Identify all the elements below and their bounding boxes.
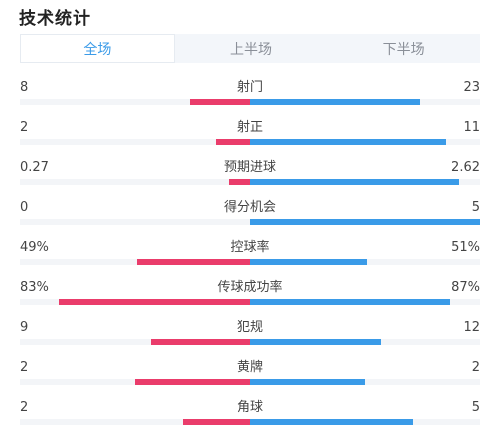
away-bar bbox=[250, 259, 368, 265]
home-bar-track bbox=[20, 99, 250, 105]
away-bar-track bbox=[250, 259, 480, 265]
home-bar bbox=[215, 139, 250, 145]
stat-row: 2 射正 11 bbox=[20, 113, 480, 153]
home-bar bbox=[137, 259, 250, 265]
away-bar bbox=[250, 99, 421, 105]
home-bar-track bbox=[20, 139, 250, 145]
home-bar-track bbox=[20, 419, 250, 425]
home-value: 8 bbox=[20, 80, 29, 95]
away-value: 51% bbox=[451, 240, 480, 255]
home-value: 2 bbox=[20, 120, 29, 135]
stat-row: 8 射门 23 bbox=[20, 73, 480, 113]
stat-label: 黄牌 bbox=[236, 360, 263, 375]
stat-row: 0.27 预期进球 2.62 bbox=[20, 153, 480, 193]
stat-label: 射门 bbox=[236, 80, 263, 95]
away-bar-track bbox=[250, 299, 480, 305]
away-bar bbox=[250, 339, 382, 345]
stat-row: 2 黄牌 2 bbox=[20, 353, 480, 393]
away-value: 87% bbox=[451, 280, 480, 295]
home-bar-track bbox=[20, 339, 250, 345]
stat-label: 得分机会 bbox=[223, 200, 276, 215]
stat-label: 控球率 bbox=[230, 240, 270, 255]
tab-second-half[interactable]: 下半场 bbox=[382, 41, 425, 58]
stat-row: 0 得分机会 5 bbox=[20, 193, 480, 233]
home-value: 0.27 bbox=[20, 160, 49, 175]
home-bar bbox=[151, 339, 250, 345]
away-bar bbox=[250, 419, 414, 425]
home-value: 2 bbox=[20, 400, 29, 415]
home-value: 9 bbox=[20, 320, 29, 335]
home-bar-track bbox=[20, 179, 250, 185]
tab-full-match[interactable]: 全场 bbox=[20, 34, 175, 63]
home-bar bbox=[229, 179, 250, 185]
page-title: 技术统计 bbox=[19, 9, 91, 29]
home-value: 0 bbox=[20, 200, 29, 215]
away-value: 11 bbox=[463, 120, 480, 135]
tab-first-half[interactable]: 上半场 bbox=[230, 41, 272, 58]
away-bar-track bbox=[250, 339, 480, 345]
away-bar bbox=[250, 219, 480, 225]
away-bar bbox=[250, 139, 446, 145]
away-bar-track bbox=[250, 219, 480, 225]
away-value: 2.62 bbox=[451, 160, 480, 175]
away-bar bbox=[250, 379, 365, 385]
stat-label: 角球 bbox=[236, 400, 263, 415]
home-bar bbox=[135, 379, 250, 385]
home-bar bbox=[59, 299, 250, 305]
stats-list: 8 射门 23 2 射正 11 0.27 预期进球 2.62 0 得分机会 5 49% 控球率 51% 83%… bbox=[20, 73, 480, 433]
stat-row: 83% 传球成功率 87% bbox=[20, 273, 480, 313]
home-bar-track bbox=[20, 299, 250, 305]
away-bar-track bbox=[250, 179, 480, 185]
stat-row: 49% 控球率 51% bbox=[20, 233, 480, 273]
away-bar bbox=[250, 179, 460, 185]
away-bar-track bbox=[250, 419, 480, 425]
stat-row: 2 角球 5 bbox=[20, 393, 480, 433]
away-value: 12 bbox=[463, 320, 480, 335]
stat-label: 射正 bbox=[236, 120, 263, 135]
home-bar bbox=[183, 419, 250, 425]
home-bar-track bbox=[20, 219, 250, 225]
away-value: 5 bbox=[471, 400, 480, 415]
home-value: 2 bbox=[20, 360, 29, 375]
away-value: 5 bbox=[471, 200, 480, 215]
stat-label: 犯规 bbox=[236, 320, 263, 335]
home-bar-track bbox=[20, 259, 250, 265]
home-bar bbox=[190, 99, 250, 105]
stat-label: 预期进球 bbox=[223, 160, 276, 175]
away-value: 23 bbox=[463, 80, 480, 95]
away-bar-track bbox=[250, 139, 480, 145]
home-value: 83% bbox=[20, 280, 49, 295]
stat-row: 9 犯规 12 bbox=[20, 313, 480, 353]
away-value: 2 bbox=[471, 360, 480, 375]
period-tabs: 全场 上半场 下半场 bbox=[20, 34, 480, 63]
stat-label: 传球成功率 bbox=[217, 280, 283, 295]
home-value: 49% bbox=[20, 240, 49, 255]
away-bar-track bbox=[250, 379, 480, 385]
away-bar-track bbox=[250, 99, 480, 105]
home-bar-track bbox=[20, 379, 250, 385]
away-bar bbox=[250, 299, 451, 305]
